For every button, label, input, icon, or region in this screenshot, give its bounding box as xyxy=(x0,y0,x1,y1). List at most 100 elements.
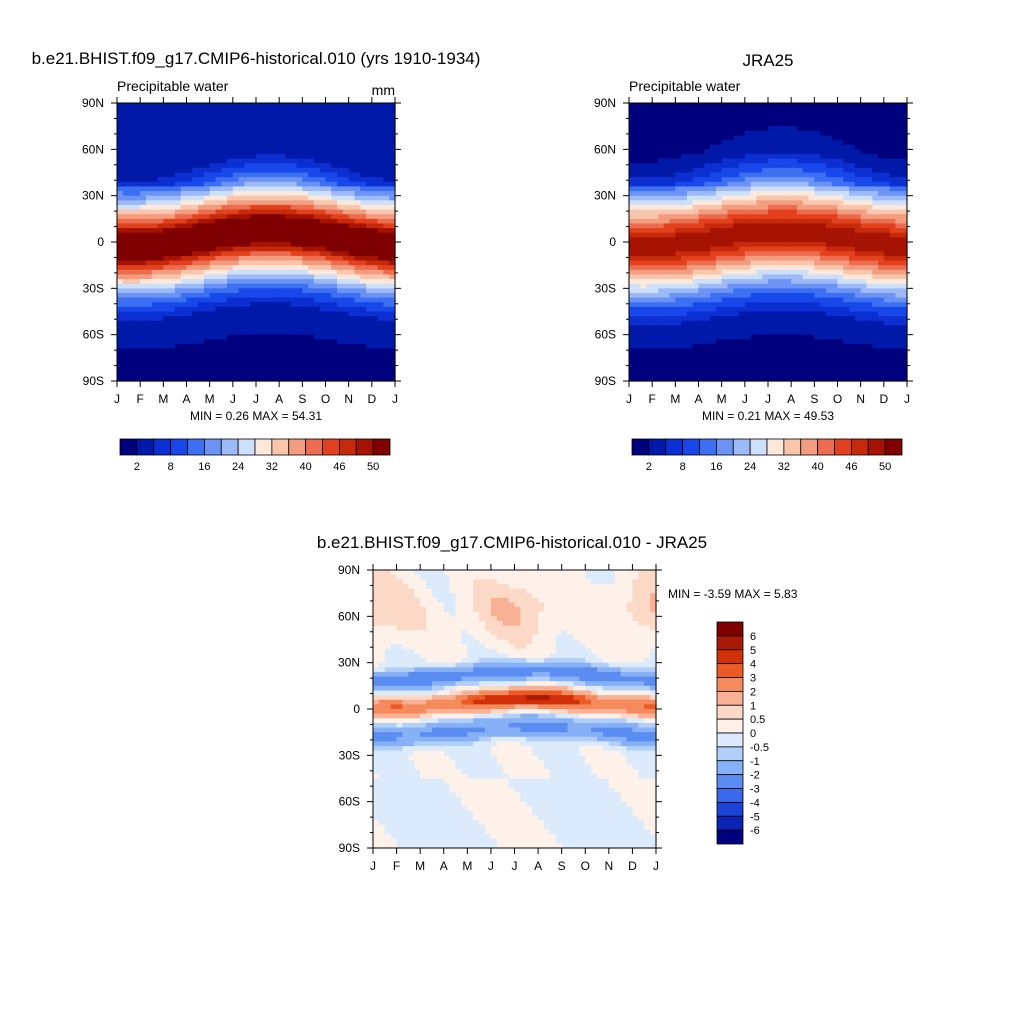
contour-cell xyxy=(232,357,240,364)
contour-cell xyxy=(342,167,350,174)
contour-cell xyxy=(750,251,758,257)
contour-cell xyxy=(773,283,781,289)
contour-cell xyxy=(261,288,269,294)
contour-cell xyxy=(302,126,309,132)
contour-cell xyxy=(296,126,303,132)
contour-cell xyxy=(186,334,193,340)
contour-cell xyxy=(669,376,676,382)
contour-cell xyxy=(371,306,379,313)
contour-cell xyxy=(244,260,251,266)
contour-cell xyxy=(808,260,815,266)
y-tick-label: 30S xyxy=(83,281,104,295)
contour-cell xyxy=(634,153,642,160)
contour-cell xyxy=(290,167,298,174)
contour-cell xyxy=(791,144,798,150)
contour-cell xyxy=(727,186,734,192)
contour-cell xyxy=(279,334,286,340)
contour-cell xyxy=(366,265,373,271)
contour-cell xyxy=(203,292,211,299)
contour-cell xyxy=(768,269,775,276)
contour-cell xyxy=(796,330,804,336)
contour-cell xyxy=(174,181,182,187)
contour-cell xyxy=(145,297,153,303)
contour-cell xyxy=(389,130,396,137)
contour-cell xyxy=(117,167,124,174)
contour-cell xyxy=(174,306,182,313)
contour-cell xyxy=(646,228,653,234)
contour-cell xyxy=(802,112,810,118)
contour-cell xyxy=(739,204,746,211)
contour-cell xyxy=(710,334,717,340)
x-tick-label: M xyxy=(158,392,168,406)
x-tick-label: A xyxy=(275,392,283,406)
contour-cell xyxy=(169,218,176,225)
contour-cell xyxy=(808,265,815,271)
contour-cell xyxy=(768,195,775,201)
contour-cell xyxy=(256,325,263,331)
contour-cell xyxy=(692,116,700,123)
contour-cell xyxy=(174,223,182,229)
contour-cell xyxy=(785,242,792,248)
contour-cell xyxy=(802,130,810,137)
contour-cell xyxy=(681,251,688,257)
contour-cell xyxy=(727,121,734,127)
contour-cell xyxy=(221,214,228,220)
contour-cell xyxy=(302,306,309,313)
contour-cell xyxy=(180,362,188,368)
contour-cell xyxy=(163,126,170,132)
contour-cell xyxy=(768,339,775,345)
contour-cell xyxy=(145,306,153,313)
contour-cell xyxy=(629,116,636,123)
contour-cell xyxy=(681,330,688,336)
contour-cell xyxy=(337,214,344,220)
contour-cell xyxy=(675,260,682,266)
contour-cell xyxy=(657,237,665,243)
contour-cell xyxy=(721,140,729,146)
contour-cell xyxy=(157,195,164,201)
contour-cell xyxy=(174,200,182,206)
contour-cell xyxy=(785,274,792,280)
contour-cell xyxy=(640,153,647,160)
contour-cell xyxy=(250,228,257,234)
contour-cell xyxy=(284,135,292,141)
contour-cell xyxy=(814,325,821,331)
contour-cell xyxy=(250,232,257,238)
contour-cell xyxy=(704,186,711,192)
contour-cell xyxy=(117,279,124,285)
contour-cell xyxy=(302,135,309,141)
contour-cell xyxy=(814,116,821,123)
contour-cell xyxy=(279,279,286,285)
contour-cell xyxy=(663,297,671,303)
contour-cell xyxy=(180,353,188,359)
contour-cell xyxy=(244,130,251,137)
contour-cell xyxy=(652,330,659,336)
contour-cell xyxy=(157,283,164,289)
contour-cell xyxy=(331,191,338,197)
contour-cell xyxy=(657,135,665,141)
contour-cell xyxy=(796,371,804,377)
contour-cell xyxy=(808,306,815,313)
contour-cell xyxy=(366,103,373,109)
contour-cell xyxy=(238,297,246,303)
contour-cell xyxy=(151,186,159,192)
contour-cell xyxy=(675,279,682,285)
contour-cell xyxy=(134,218,141,225)
contour-cell xyxy=(698,269,705,276)
contour-cell xyxy=(117,209,124,215)
contour-cell xyxy=(256,255,263,262)
contour-cell xyxy=(209,195,217,201)
contour-cell xyxy=(675,153,682,160)
contour-cell xyxy=(244,116,251,123)
contour-cell xyxy=(796,334,804,340)
contour-cell xyxy=(692,172,700,178)
contour-cell xyxy=(325,177,332,183)
contour-cell xyxy=(169,330,176,336)
contour-cell xyxy=(715,181,723,187)
contour-cell xyxy=(296,232,303,238)
contour-cell xyxy=(348,316,356,322)
contour-cell xyxy=(354,283,361,289)
contour-cell xyxy=(302,353,309,359)
contour-cell xyxy=(371,228,379,234)
contour-cell xyxy=(331,292,338,299)
contour-cell xyxy=(122,255,130,262)
